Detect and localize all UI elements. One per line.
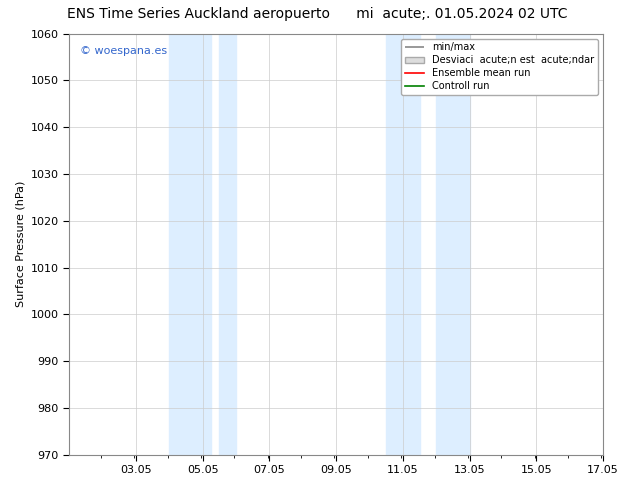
Bar (386, 34, 420, 455)
Y-axis label: Surface Pressure (hPa): Surface Pressure (hPa) (15, 181, 25, 307)
Bar (436, 34, 470, 455)
Bar (169, 34, 211, 455)
Bar (219, 34, 236, 455)
Text: ENS Time Series Auckland aeropuerto      mi  acute;. 01.05.2024 02 UTC: ENS Time Series Auckland aeropuerto mi a… (67, 7, 567, 22)
Legend: min/max, Desviaci  acute;n est  acute;ndar, Ensemble mean run, Controll run: min/max, Desviaci acute;n est acute;ndar… (401, 39, 598, 95)
Text: © woespana.es: © woespana.es (80, 47, 167, 56)
